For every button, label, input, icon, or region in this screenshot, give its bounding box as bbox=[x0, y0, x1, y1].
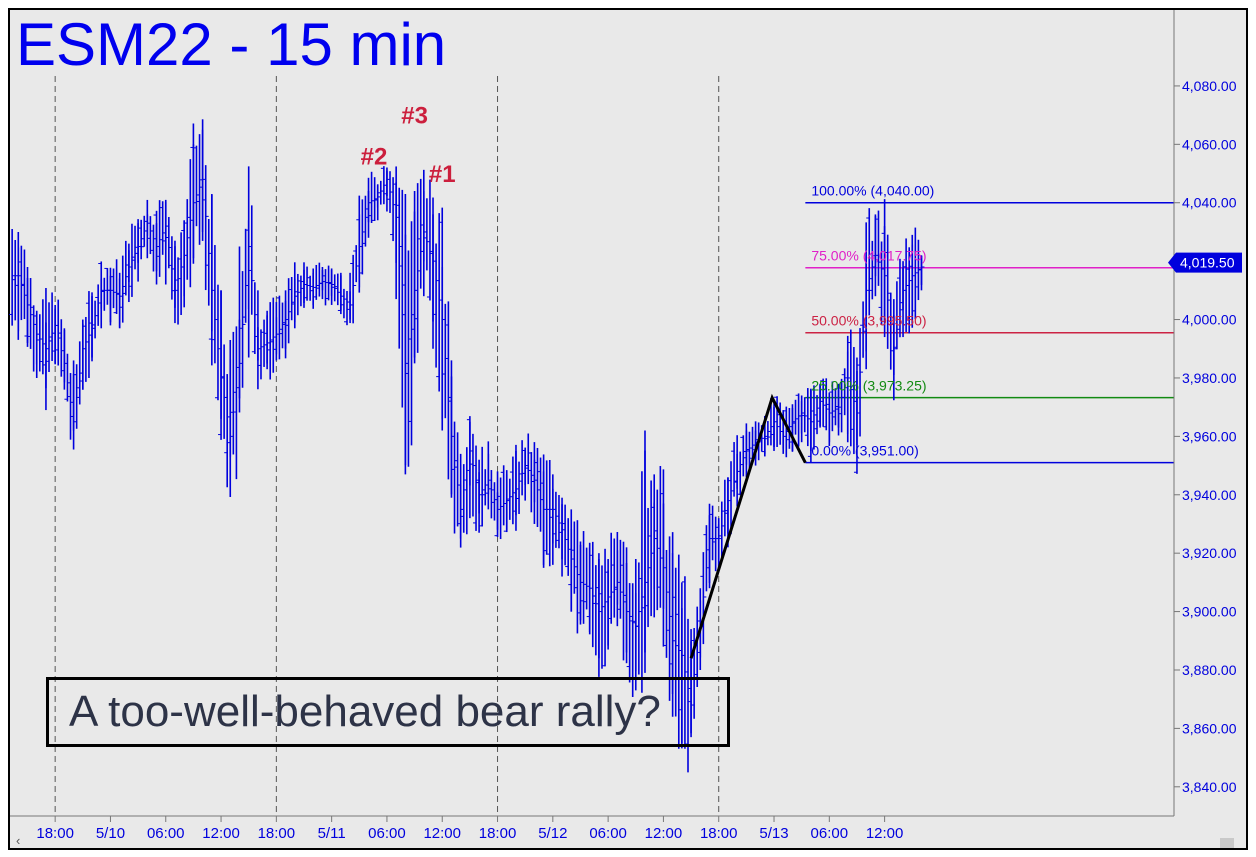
y-tick-label: 3,860.00 bbox=[1182, 720, 1237, 736]
pattern-line bbox=[689, 393, 807, 659]
x-tick-label: 12:00 bbox=[866, 825, 904, 842]
fib-label: 100.00% (4,040.00) bbox=[811, 183, 934, 199]
horizontal-scrollbar[interactable]: ‹ bbox=[10, 833, 1246, 848]
price-bars bbox=[9, 119, 925, 773]
y-tick-label: 4,060.00 bbox=[1182, 136, 1237, 152]
current-price-box bbox=[1176, 252, 1242, 273]
fib-label: 50.00% (3,995.50) bbox=[811, 313, 926, 329]
fib-label: 0.00% (3,951.00) bbox=[811, 443, 918, 459]
x-tick-label: 5/13 bbox=[759, 825, 788, 842]
x-tick-label: 06:00 bbox=[147, 825, 185, 842]
x-tick-label: 18:00 bbox=[258, 825, 296, 842]
fib-label: 25.00% (3,973.25) bbox=[811, 378, 926, 394]
caption-box: A too-well-behaved bear rally? bbox=[46, 677, 730, 747]
price-axis: 3,840.00 3,860.00 3,880.00 3,900.00 3,920.00… bbox=[1173, 10, 1237, 816]
scroll-thumb[interactable] bbox=[1220, 838, 1234, 848]
y-tick-label: 3,920.00 bbox=[1182, 545, 1237, 561]
x-tick-label: 12:00 bbox=[423, 825, 461, 842]
x-tick-label: 06:00 bbox=[368, 825, 406, 842]
current-price-pointer bbox=[1168, 252, 1176, 273]
peak-labels: #3 #2 #1 bbox=[361, 103, 456, 188]
y-tick-label: 4,040.00 bbox=[1182, 195, 1237, 211]
x-tick-label: 12:00 bbox=[202, 825, 240, 842]
fibonacci-labels: 100.00% (4,040.00) 75.00% (4,017.75) 50.00… bbox=[811, 183, 934, 459]
x-tick-label: 5/11 bbox=[318, 825, 346, 842]
abc-pattern bbox=[689, 393, 807, 659]
y-tick-label: 4,080.00 bbox=[1182, 78, 1237, 94]
y-tick-label: 3,940.00 bbox=[1182, 487, 1237, 503]
y-tick-label: 3,960.00 bbox=[1182, 428, 1237, 444]
y-tick-label: 3,900.00 bbox=[1182, 604, 1237, 620]
current-price-tag: 4,019.50 bbox=[1168, 252, 1242, 273]
session-dividers bbox=[54, 76, 720, 816]
x-tick-label: 18:00 bbox=[700, 825, 738, 842]
y-tick-label: 3,840.00 bbox=[1182, 779, 1237, 795]
x-tick-label: 06:00 bbox=[589, 825, 627, 842]
y-tick-label: 3,980.00 bbox=[1182, 370, 1237, 386]
fib-label: 75.00% (4,017.75) bbox=[811, 248, 926, 264]
x-tick-label: 18:00 bbox=[479, 825, 517, 842]
y-tick-label: 3,880.00 bbox=[1182, 662, 1237, 678]
peak-label: #1 bbox=[429, 161, 456, 188]
x-tick-label: 5/12 bbox=[538, 825, 567, 842]
x-tick-label: 5/10 bbox=[96, 825, 125, 842]
x-tick-label: 06:00 bbox=[811, 825, 849, 842]
chart-title: ESM22 - 15 min bbox=[16, 11, 447, 78]
x-tick-label: 12:00 bbox=[645, 825, 683, 842]
peak-label: #2 bbox=[361, 144, 388, 171]
time-axis: 18:00 5/10 06:00 12:00 18:00 5/11 06:00 12:00 18… bbox=[10, 815, 1174, 842]
y-tick-label: 4,000.00 bbox=[1182, 312, 1237, 328]
peak-label: #3 bbox=[401, 103, 428, 130]
current-price-label: 4,019.50 bbox=[1180, 255, 1235, 271]
x-tick-label: 18:00 bbox=[36, 825, 74, 842]
caption-text: A too-well-behaved bear rally? bbox=[69, 687, 661, 736]
scroll-left-icon[interactable]: ‹ bbox=[16, 833, 21, 848]
chart-frame bbox=[8, 8, 1248, 850]
